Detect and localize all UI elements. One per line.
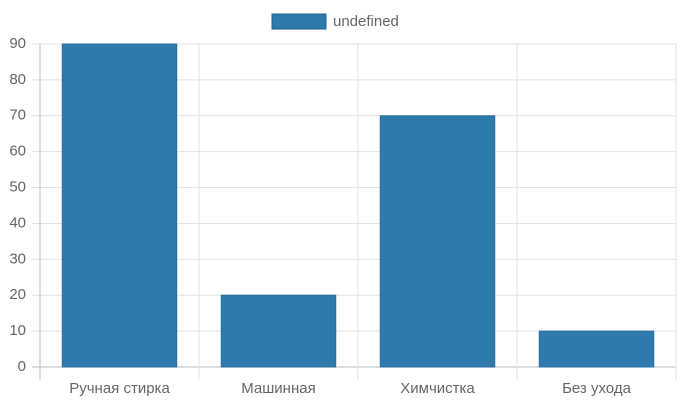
bar	[61, 43, 178, 368]
legend-label: undefined	[333, 13, 399, 30]
x-tick-label: Без ухода	[562, 380, 631, 397]
y-tick-label: 20	[9, 286, 26, 303]
y-tick-label: 60	[9, 143, 26, 160]
x-tick-label: Машинная	[241, 380, 315, 397]
bar	[379, 115, 496, 368]
x-tick-label: Ручная стирка	[69, 380, 170, 397]
y-tick-label: 80	[9, 71, 26, 88]
x-tick-label: Химчистка	[400, 380, 475, 397]
y-tick-label: 50	[9, 179, 26, 196]
legend-swatch	[271, 13, 327, 30]
y-tick-label: 10	[9, 322, 26, 339]
bar	[538, 330, 655, 368]
y-tick-label: 40	[9, 214, 26, 231]
y-tick-label: 70	[9, 107, 26, 124]
bar	[220, 294, 337, 368]
y-tick-label: 30	[9, 250, 26, 267]
y-tick-label: 0	[18, 358, 26, 375]
y-tick-label: 90	[9, 35, 26, 52]
